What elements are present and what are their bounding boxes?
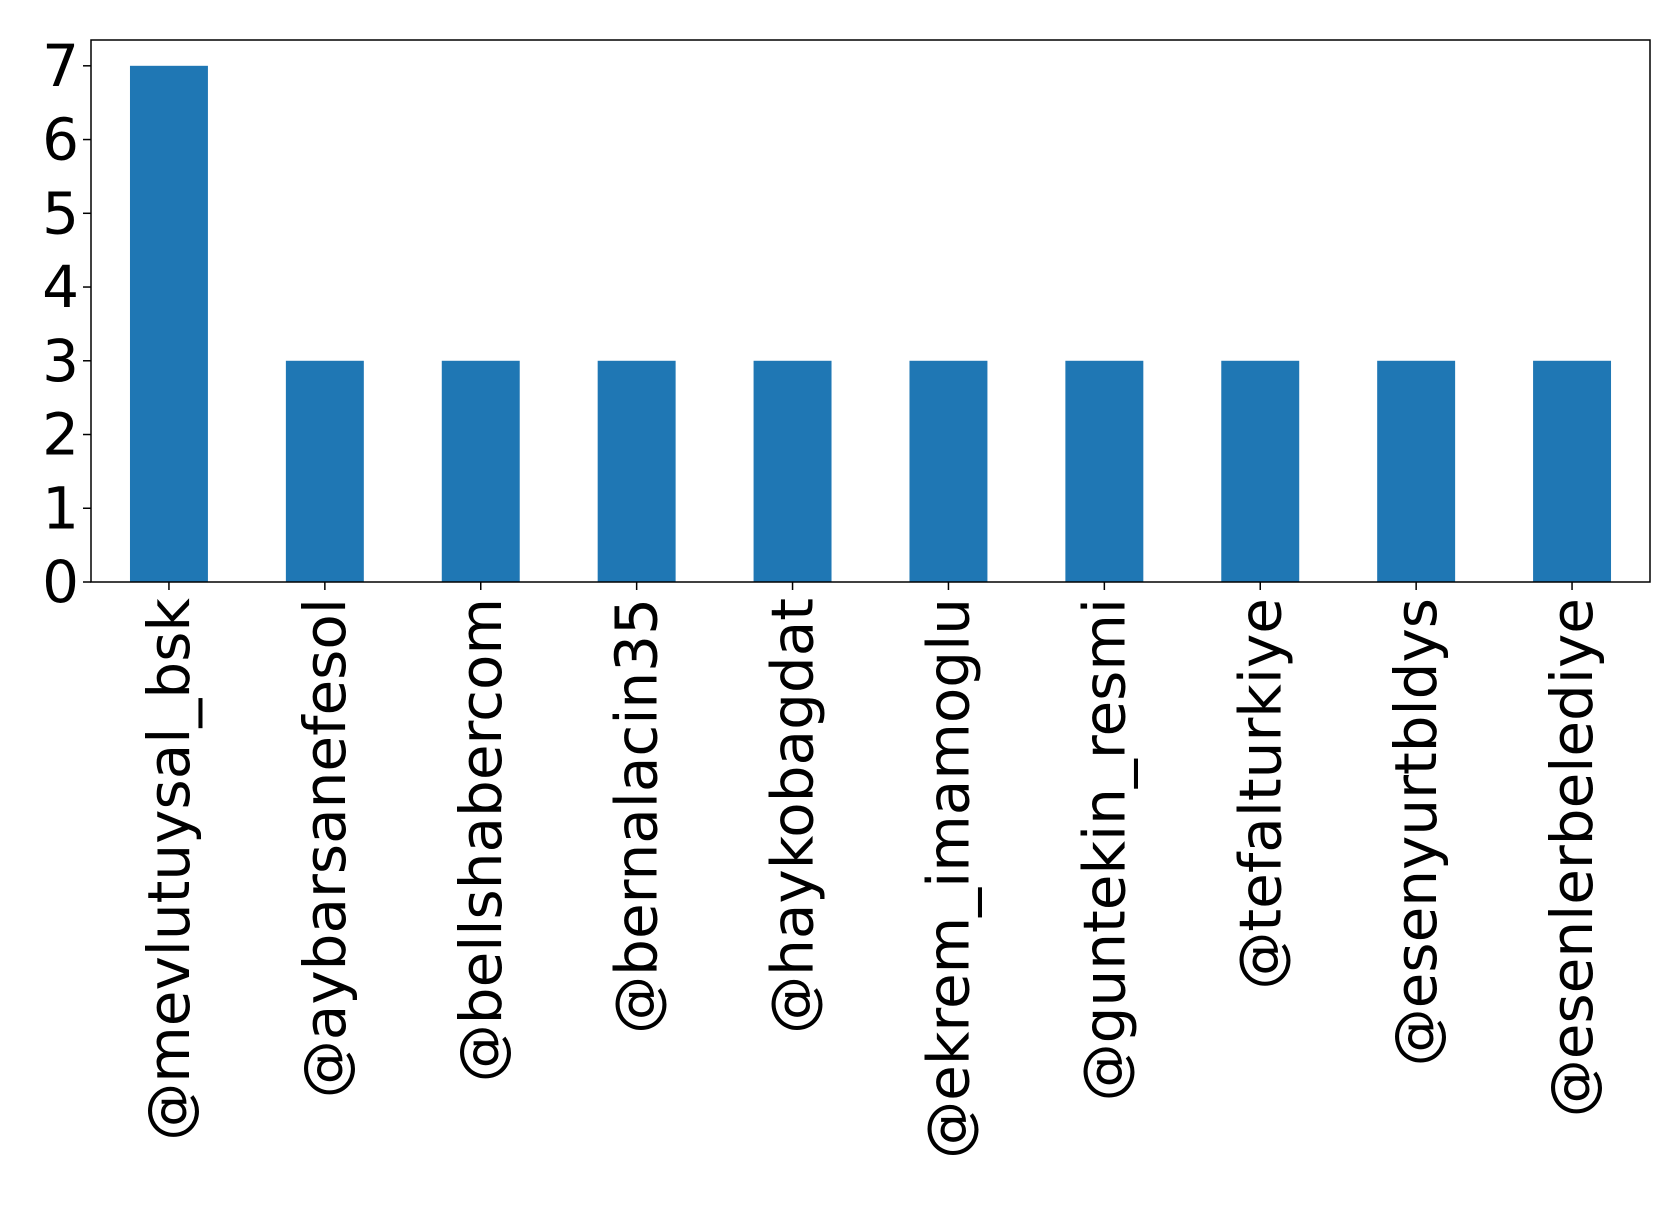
- y-tick-label: 1: [42, 474, 79, 542]
- bar-esenlerbelediye: [1533, 360, 1612, 582]
- plot-frame: [90, 39, 1651, 583]
- x-tick-label: @guntekin_resmi: [1070, 598, 1138, 1101]
- bar-ekremimamoglu: [909, 360, 988, 582]
- x-tick-label: @mevlutuysal_bsk: [135, 598, 203, 1141]
- x-tick-label: @haykobagdat: [759, 598, 827, 1034]
- x-tick-label: @esenlerbelediye: [1538, 598, 1606, 1117]
- y-tick-label: 4: [42, 253, 79, 321]
- x-tick-label: @tefalturkiye: [1226, 598, 1294, 990]
- bar-haykobagdat: [753, 360, 832, 582]
- x-axis: @mevlutuysal_bsk @aybarsanefesol @bellshab…: [135, 582, 1606, 1159]
- y-tick-label: 6: [42, 106, 79, 174]
- bar-bellshabercom: [441, 360, 520, 582]
- x-tick-label: @esenyurtbldys: [1382, 598, 1450, 1066]
- x-tick-label: @ekrem_imamoglu: [914, 598, 982, 1159]
- y-tick-label: 5: [42, 179, 79, 247]
- bar-esenyurtbldys: [1377, 360, 1456, 582]
- y-tick-label: 7: [42, 32, 79, 100]
- bars-group: [129, 65, 1612, 583]
- bar-bernalacin35: [597, 360, 676, 582]
- y-tick-label: 2: [42, 401, 79, 469]
- y-tick-label: 0: [42, 548, 79, 616]
- x-tick-label: @bernalacin35: [603, 598, 671, 1034]
- bar-guntekinresmi: [1065, 360, 1144, 582]
- bar-tefalturkiye: [1221, 360, 1300, 582]
- y-tick-label: 3: [42, 327, 79, 395]
- bar-aybarsanefesol: [285, 360, 364, 582]
- bar-mevlutuysalbsk: [129, 65, 208, 583]
- x-tick-label: @bellshabercom: [447, 598, 515, 1082]
- x-tick-label: @aybarsanefesol: [291, 598, 359, 1098]
